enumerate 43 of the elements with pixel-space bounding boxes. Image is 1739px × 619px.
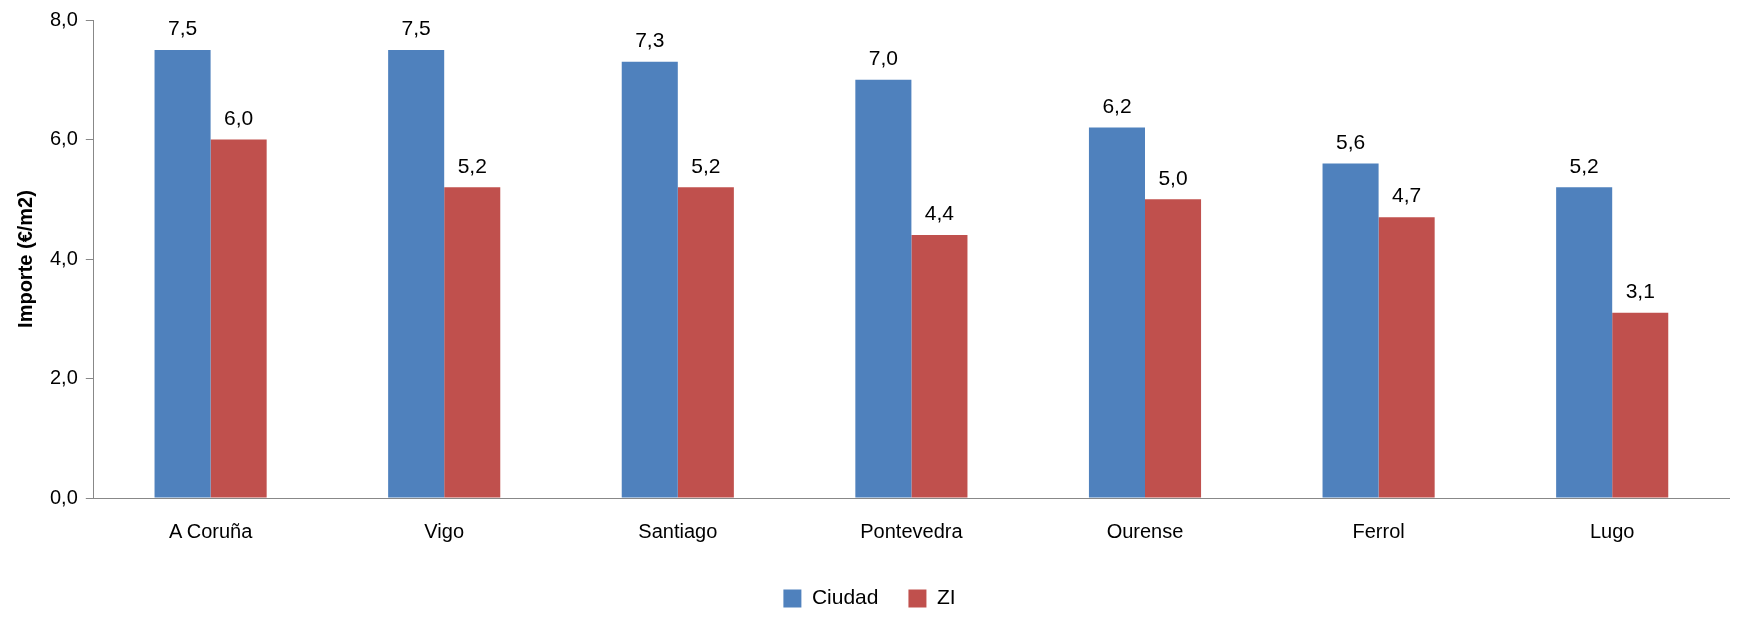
bar [855,79,912,498]
data-label: 7,5 [401,16,431,40]
y-tick-label: 8,0 [49,7,78,30]
data-label: 7,0 [868,46,898,70]
legend-label: ZI [936,585,956,609]
data-label: 7,3 [635,28,665,52]
data-label: 6,0 [224,105,254,129]
bar [1556,187,1613,498]
bar [1378,217,1435,498]
data-label: 5,2 [1569,153,1599,177]
bar [444,187,501,498]
data-label: 5,2 [457,153,487,177]
x-tick-label: Vigo [424,519,465,542]
data-label: 5,0 [1158,165,1188,189]
y-axis-title: Importe (€/m2) [13,190,36,328]
bar [388,49,445,498]
data-label: 6,2 [1102,93,1132,117]
data-label: 4,7 [1392,183,1422,207]
data-label: 4,4 [924,201,955,225]
bar [210,139,267,498]
x-tick-label: Lugo [1589,519,1635,542]
bar [1088,127,1145,498]
y-tick-label: 6,0 [49,127,78,150]
x-tick-label: Pontevedra [860,519,964,542]
bar [677,187,734,498]
bar [1145,199,1202,498]
y-tick-label: 2,0 [49,366,78,389]
bar [1612,312,1669,498]
bar [621,61,678,498]
bar [1322,163,1379,498]
x-tick-label: Santiago [638,519,718,542]
data-label: 5,6 [1335,129,1366,153]
y-tick-label: 4,0 [49,246,78,269]
x-tick-label: Ferrol [1352,519,1405,542]
y-tick-label: 0,0 [49,485,78,508]
bar [154,49,211,498]
data-label: 7,5 [167,16,198,40]
data-label: 3,1 [1625,279,1655,303]
bar [911,235,968,498]
x-tick-label: A Coruña [168,519,254,542]
data-label: 5,2 [691,153,721,177]
x-tick-label: Ourense [1106,519,1184,542]
legend-label: Ciudad [811,585,879,609]
